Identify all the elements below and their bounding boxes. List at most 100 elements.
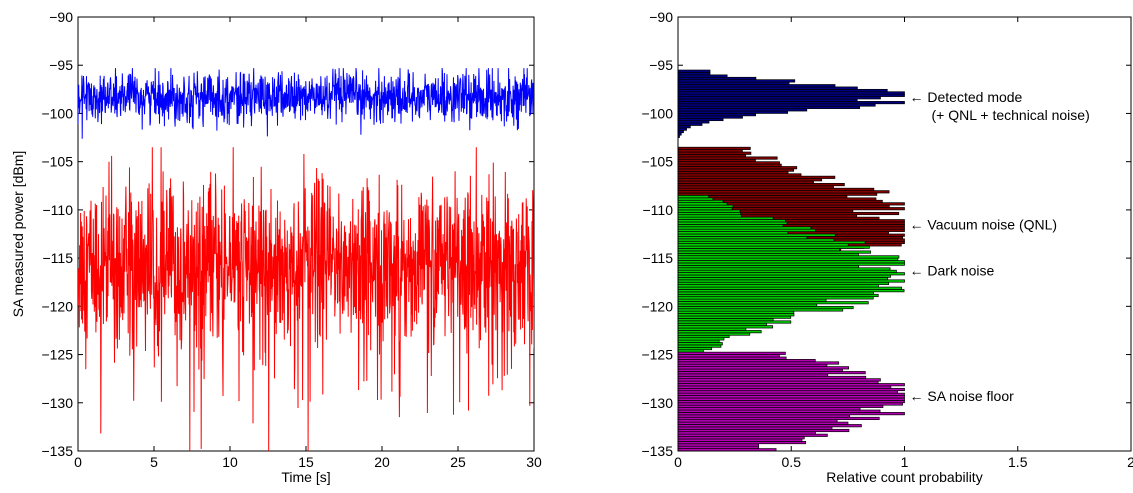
plot-frame — [77, 16, 535, 452]
dark-noise-histogram-bar — [677, 274, 891, 278]
dark-noise-histogram-bar — [677, 269, 897, 273]
y-tick-label: −115 — [643, 250, 674, 266]
sa-noise-floor-histogram-bar — [677, 385, 892, 389]
detected-mode-histogram-bar — [677, 101, 905, 105]
dark-noise-histogram-bar — [677, 228, 816, 232]
y-axis-label: SA measured power [dBm] — [10, 151, 26, 318]
vacuum-noise-histogram-bar — [677, 178, 823, 182]
annotation-label: ← SA noise floor — [910, 388, 1015, 404]
x-tick-label: 2 — [1127, 454, 1133, 470]
y-tick-label: −100 — [641, 105, 673, 121]
sa-noise-floor-histogram-bar — [677, 438, 803, 442]
dark-noise-histogram-bar — [677, 238, 835, 242]
y-tick-label: −130 — [641, 395, 673, 411]
dark-noise-histogram-bar — [677, 332, 751, 336]
dark-noise-histogram-bar — [677, 240, 866, 244]
x-tick-label: 0 — [674, 454, 682, 470]
sa-noise-floor-histogram-bar — [677, 390, 899, 394]
vacuum-noise-histogram-bar — [677, 161, 780, 165]
dark-noise-histogram-bar — [677, 221, 788, 225]
sa-noise-floor-histogram-bar — [677, 414, 851, 418]
y-tick-label: −130 — [41, 395, 73, 411]
vacuum-noise-histogram-bar — [677, 187, 875, 191]
dark-noise-histogram-bar — [677, 209, 741, 213]
vacuum-noise-histogram-bar — [677, 146, 751, 150]
dark-noise-histogram-bar — [677, 204, 734, 208]
dark-noise-histogram-bar — [677, 342, 723, 346]
dark-noise-histogram-bar — [677, 243, 849, 247]
dark-noise-histogram-bar — [677, 277, 889, 281]
sa-noise-floor-histogram-bar — [677, 363, 828, 367]
sa-noise-floor-histogram-bar — [677, 359, 816, 363]
detected-mode-histogram-bar — [677, 103, 876, 107]
sa-noise-floor-histogram-bar — [677, 397, 905, 401]
detected-mode-histogram-bar — [677, 93, 905, 97]
vacuum-noise-histogram-bar — [677, 175, 836, 179]
y-tick-label: −105 — [641, 154, 673, 170]
vacuum-noise-histogram-bar — [677, 156, 778, 160]
sa-noise-floor-histogram-bar — [677, 371, 866, 375]
detected-mode-histogram-bar — [677, 108, 808, 112]
dark-noise-histogram-bar — [677, 257, 899, 261]
x-axis-label: Relative count probability — [826, 469, 982, 485]
vacuum-noise-histogram-bar — [677, 158, 756, 163]
vacuum-noise-histogram-bar — [677, 185, 834, 189]
y-tick-label: −135 — [41, 443, 73, 459]
dark-noise-histogram-bar — [677, 320, 792, 324]
dark-noise-histogram-bar — [677, 305, 854, 310]
vacuum-noise-histogram-bar — [677, 168, 795, 172]
detected-mode-histogram-bar — [677, 115, 743, 119]
detected-mode-histogram-bar — [677, 96, 881, 100]
detected-mode-histogram-bar — [677, 127, 687, 131]
dark-noise-histogram-bar — [677, 219, 786, 223]
sa-noise-floor-histogram-bar — [677, 421, 849, 425]
dark-noise-histogram-bar — [677, 322, 767, 326]
sa-noise-floor-histogram-bar — [677, 400, 905, 404]
sa-noise-floor-histogram-bar — [677, 431, 816, 435]
x-tick-label: 0.5 — [782, 454, 802, 470]
vacuum-noise-histogram-bar — [677, 166, 798, 170]
detected-mode-histogram-bar — [677, 86, 858, 90]
dark-noise-histogram-bar — [677, 211, 741, 216]
vacuum-noise-histogram-bar — [677, 180, 814, 184]
dark-noise-histogram-bar — [677, 202, 728, 206]
y-tick-label: −110 — [643, 202, 674, 218]
dark-noise-histogram-bar — [677, 214, 742, 218]
dark-noise-histogram-bar — [677, 224, 784, 228]
dark-noise-histogram-bar — [677, 207, 733, 211]
x-tick-label: 1.5 — [1008, 454, 1028, 470]
detected-mode-histogram-bar — [677, 117, 724, 122]
sa-noise-floor-histogram-bar — [677, 392, 905, 396]
dark-noise-histogram-bar — [677, 313, 795, 317]
dark-noise-histogram-bar — [677, 293, 879, 298]
detected-mode-histogram-bar — [677, 88, 888, 93]
dark-noise-histogram-bar — [677, 233, 836, 237]
blue-trace-line — [78, 68, 534, 139]
dark-noise-histogram-bar — [677, 231, 789, 235]
dark-noise-histogram-bar — [677, 318, 774, 322]
vacuum-noise-histogram-bar — [677, 149, 743, 153]
plot-frame — [677, 16, 1132, 452]
sa-noise-floor-histogram-bar — [677, 354, 780, 358]
sa-noise-floor-histogram-bar — [677, 373, 829, 377]
vacuum-noise-histogram-bar — [677, 173, 802, 177]
x-tick-label: 30 — [526, 454, 542, 470]
sa-noise-floor-histogram-bar — [677, 416, 880, 421]
sa-noise-floor-histogram-bar — [677, 368, 843, 372]
x-tick-label: 5 — [150, 454, 158, 470]
sa-noise-floor-histogram-bar — [677, 404, 884, 408]
sa-noise-floor-histogram-bar — [677, 356, 787, 360]
y-tick-label: −90 — [49, 9, 73, 25]
y-tick-label: −95 — [649, 57, 673, 73]
dark-noise-histogram-bar — [677, 334, 730, 339]
dark-noise-histogram-bar — [677, 255, 900, 259]
dark-noise-histogram-bar — [677, 197, 714, 201]
dark-noise-histogram-bar — [677, 349, 704, 353]
y-tick-label: −125 — [641, 347, 673, 363]
dark-noise-histogram-bar — [677, 264, 860, 269]
x-tick-label: 1 — [901, 454, 909, 470]
dark-noise-histogram-bar — [677, 291, 874, 295]
